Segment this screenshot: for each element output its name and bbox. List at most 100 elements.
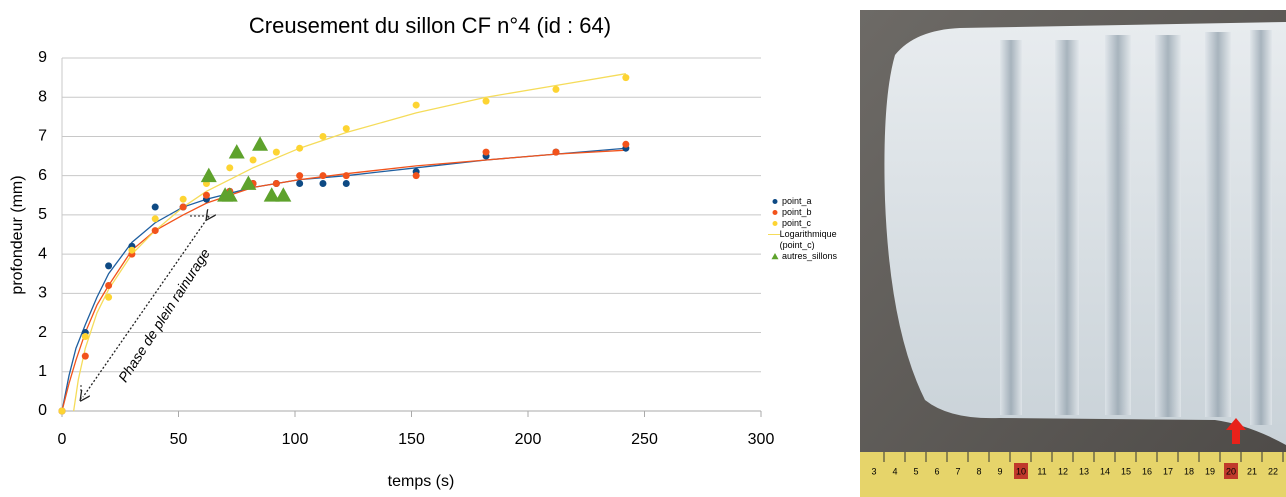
ruler-label: 20 bbox=[1226, 466, 1236, 476]
chart-title: Creusement du sillon CF n°4 (id : 64) bbox=[249, 13, 611, 38]
legend-marker bbox=[772, 221, 778, 226]
point bbox=[151, 227, 159, 235]
ruler-label: 4 bbox=[892, 466, 897, 476]
point bbox=[319, 132, 327, 140]
point bbox=[105, 281, 113, 289]
point bbox=[105, 262, 113, 270]
ruler-label: 14 bbox=[1100, 466, 1110, 476]
legend-marker bbox=[771, 253, 779, 260]
ruler-label: 17 bbox=[1163, 466, 1173, 476]
groove bbox=[1250, 30, 1272, 425]
legend-symbol bbox=[772, 221, 778, 226]
ruler-label: 7 bbox=[955, 466, 960, 476]
point bbox=[482, 97, 490, 105]
point bbox=[296, 144, 304, 152]
point bbox=[342, 172, 350, 180]
ruler-highlight bbox=[1014, 463, 1028, 479]
triangle-marker bbox=[240, 175, 257, 190]
ruler-label: 9 bbox=[997, 466, 1002, 476]
y-tick-label: 1 bbox=[38, 363, 47, 380]
point bbox=[552, 85, 560, 93]
legend-item: point_c bbox=[768, 218, 858, 229]
point bbox=[272, 180, 280, 188]
x-tick-label: 150 bbox=[398, 431, 425, 448]
legend-label: point_b bbox=[782, 207, 812, 217]
legend-item: autres_sillons bbox=[768, 251, 858, 262]
legend-label: autres_sillons bbox=[782, 251, 838, 261]
point bbox=[151, 215, 159, 223]
triangle-marker bbox=[221, 187, 238, 202]
x-tick-label: 50 bbox=[170, 431, 188, 448]
groove bbox=[1000, 40, 1022, 415]
legend-symbol bbox=[768, 234, 780, 235]
x-tick-label: 300 bbox=[748, 431, 775, 448]
legend-label: point_a bbox=[782, 196, 812, 206]
legend-label: point_c bbox=[782, 218, 812, 228]
photo: 3 4 5 6 7 8 9 10 11 12 13 14 15 16 17 18 19 20 21 22 bbox=[860, 10, 1286, 497]
legend-symbol bbox=[772, 199, 778, 204]
y-tick-label: 3 bbox=[38, 285, 47, 302]
annotation: Phase de plein rainurage bbox=[81, 216, 213, 400]
point bbox=[319, 172, 327, 180]
annotation-text: Phase de plein rainurage bbox=[115, 245, 213, 384]
ruler-highlight bbox=[1224, 463, 1238, 479]
x-tick-label: 100 bbox=[282, 431, 309, 448]
legend-marker bbox=[772, 199, 778, 204]
x-axis-label: temps (s) bbox=[388, 473, 455, 490]
legend-item: Logarithmique (point_c) bbox=[768, 229, 858, 251]
point bbox=[552, 148, 560, 156]
legend: point_a point_b point_c Logarithmique (poin… bbox=[768, 196, 858, 262]
ruler-label: 19 bbox=[1205, 466, 1215, 476]
point bbox=[58, 407, 66, 415]
trend-line bbox=[73, 73, 626, 412]
triangle-marker bbox=[275, 187, 292, 202]
y-tick-label: 2 bbox=[38, 324, 47, 341]
point bbox=[296, 180, 304, 188]
groove bbox=[1155, 35, 1181, 417]
legend-item: point_a bbox=[768, 196, 858, 207]
point bbox=[296, 172, 304, 180]
triangle-marker bbox=[252, 136, 269, 151]
point bbox=[151, 203, 159, 211]
legend-symbol bbox=[771, 253, 779, 260]
x-tick-label: 200 bbox=[515, 431, 542, 448]
ruler-label: 12 bbox=[1058, 466, 1068, 476]
y-tick-label: 0 bbox=[38, 402, 47, 419]
ruler-label: 22 bbox=[1268, 466, 1278, 476]
point bbox=[81, 332, 89, 340]
point bbox=[272, 148, 280, 156]
point bbox=[179, 195, 187, 203]
y-axis-label: profondeur (mm) bbox=[9, 175, 26, 294]
ruler-label: 21 bbox=[1247, 466, 1257, 476]
point bbox=[81, 352, 89, 360]
ruler-label: 8 bbox=[976, 466, 981, 476]
ruler-label: 10 bbox=[1016, 466, 1026, 476]
y-tick-label: 6 bbox=[38, 167, 47, 184]
ruler-label: 5 bbox=[913, 466, 918, 476]
point bbox=[622, 140, 630, 148]
y-tick-label: 7 bbox=[38, 128, 47, 145]
plot-area: 0 1 2 3 4 5 6 7 8 9 0 50 100 150 200 250 300 bbox=[38, 49, 774, 448]
legend-marker bbox=[772, 210, 778, 215]
triangle-marker bbox=[200, 167, 217, 183]
groove bbox=[1205, 32, 1231, 417]
point bbox=[128, 246, 136, 254]
legend-label: Logarithmique (point_c) bbox=[779, 229, 837, 250]
red-arrow bbox=[1226, 418, 1246, 444]
point bbox=[412, 172, 420, 180]
ruler-label: 11 bbox=[1037, 466, 1046, 476]
point bbox=[412, 101, 420, 109]
groove bbox=[1105, 35, 1131, 415]
legend-symbol bbox=[772, 210, 778, 215]
point bbox=[342, 180, 350, 188]
y-tick-label: 4 bbox=[38, 245, 47, 262]
y-tick-label: 5 bbox=[38, 206, 47, 223]
point bbox=[319, 180, 327, 188]
x-tick-label: 0 bbox=[58, 431, 67, 448]
point bbox=[249, 156, 257, 164]
ruler-label: 18 bbox=[1184, 466, 1194, 476]
triangle-marker bbox=[228, 144, 245, 159]
y-tick-label: 8 bbox=[38, 88, 47, 105]
